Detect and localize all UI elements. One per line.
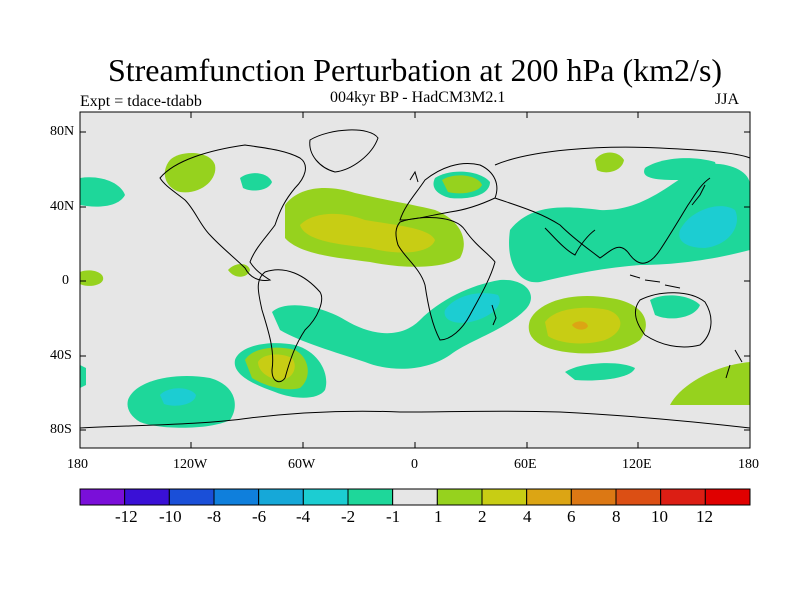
positive-anomaly-south-indian-peak (572, 321, 588, 330)
negative-anomaly-australia (650, 295, 700, 319)
lon-label-60w: 60W (288, 457, 316, 472)
positive-anomaly-south-pacific (670, 362, 750, 405)
colorbar-label: 10 (651, 507, 668, 526)
colorbar-swatch (124, 488, 170, 506)
coastline-antarctica (79, 410, 751, 429)
colorbar-label: -8 (207, 507, 222, 526)
coastline-australia (634, 292, 712, 348)
lon-label-0: 0 (411, 457, 418, 472)
lat-label-40n: 40N (50, 199, 75, 214)
lat-label-80n: 80N (50, 124, 75, 139)
coastline-japan (691, 184, 706, 206)
lon-label-120e: 120E (622, 457, 652, 472)
coastline-greenland (309, 129, 379, 173)
colorbar-swatch (436, 488, 483, 506)
map-title: Streamfunction Perturbation at 200 hPa (… (107, 52, 723, 88)
negative-anomaly-north-atlantic-west (80, 177, 125, 207)
lat-ticks (80, 131, 750, 431)
colorbar-label: 12 (696, 507, 713, 526)
positive-anomaly-core-atlantic (300, 213, 435, 253)
coastline-north-america (159, 144, 306, 281)
colorbar-swatch (213, 488, 260, 506)
colorbar-swatch (347, 488, 394, 506)
colorbar-swatch (79, 488, 126, 506)
season-label: JJA (715, 91, 740, 108)
positive-anomaly-north-pacific (164, 153, 216, 193)
negative-anomaly-greenland (240, 173, 272, 191)
coastline-indonesia (629, 274, 681, 289)
lon-label-180-east: 180 (738, 457, 759, 472)
coastline-south-america (257, 269, 323, 383)
coastline-asia (494, 146, 751, 264)
coastline-madagascar (491, 304, 497, 326)
colorbar-label: 1 (434, 507, 443, 526)
lon-label-180-west: 180 (67, 457, 88, 472)
lat-label-0: 0 (62, 273, 69, 288)
coastline-india (544, 227, 596, 256)
coastline-europe (399, 163, 498, 221)
colorbar-label: 6 (567, 507, 576, 526)
map-subtitle: 004kyr BP - HadCM3M2.1 (330, 89, 506, 106)
contour-fills (80, 152, 750, 428)
colorbar-swatch (258, 488, 304, 506)
negative-anomaly-north-pacific (644, 158, 716, 180)
colorbar-label: -2 (341, 507, 356, 526)
colorbar-swatch (704, 488, 751, 506)
coastlines (79, 129, 751, 429)
negative-anomaly-asia-band (509, 163, 750, 283)
positive-anomaly-europe-core (442, 175, 482, 194)
colorbar-label: -6 (252, 507, 267, 526)
lon-ticks (190, 112, 639, 448)
negative-anomaly-west-pacific-core (679, 206, 737, 248)
colorbar-label: -1 (386, 507, 401, 526)
positive-anomaly-dateline (80, 270, 104, 286)
colorbar-label: 8 (612, 507, 621, 526)
positive-anomaly-south-america-core (258, 354, 295, 380)
coastline-uk (409, 170, 419, 183)
coastline-new-zealand (725, 349, 743, 379)
colorbar-label: -12 (115, 507, 138, 526)
colorbar-swatch (481, 488, 528, 506)
colorbar-swatch (168, 488, 215, 506)
colorbar-label: -10 (159, 507, 182, 526)
lon-label-120w: 120W (173, 457, 208, 472)
lat-label-40s: 40S (50, 348, 72, 363)
colorbar-label: 4 (523, 507, 532, 526)
negative-anomaly-south-africa-core (444, 293, 500, 323)
positive-anomaly-siberia (595, 152, 624, 173)
colorbar-swatch (302, 488, 349, 506)
negative-anomaly-southeast-pacific-core (160, 388, 196, 406)
colorbar-swatch (570, 488, 617, 506)
colorbar-swatch (526, 488, 572, 506)
positive-anomaly-south-west-edge (80, 365, 86, 388)
lon-label-60e: 60E (514, 457, 537, 472)
colorbar-swatch (392, 488, 438, 506)
lat-label-80s: 80S (50, 422, 72, 437)
colorbar-label: -4 (296, 507, 311, 526)
colorbar-swatch (660, 488, 706, 506)
experiment-label: Expt = tdace-tdabb (80, 93, 202, 110)
coastline-africa (395, 217, 496, 341)
colorbar (79, 488, 751, 506)
colorbar-swatch (615, 488, 662, 506)
negative-anomaly-south-indian-west (565, 363, 635, 381)
colorbar-label: 2 (478, 507, 487, 526)
